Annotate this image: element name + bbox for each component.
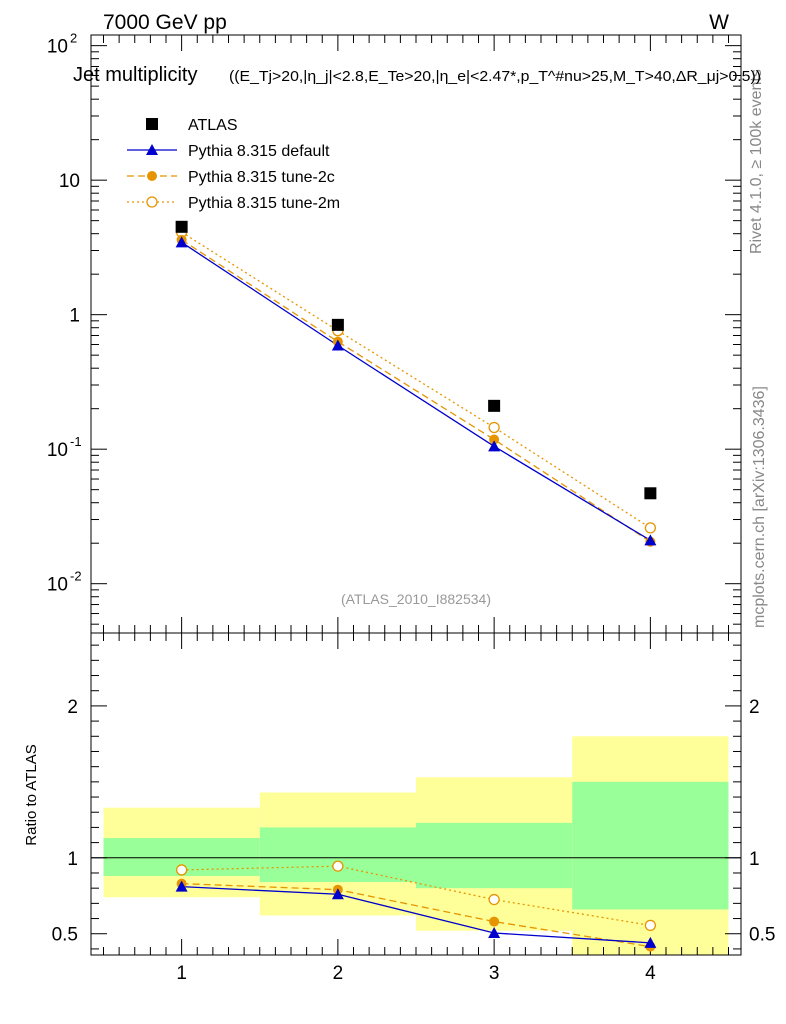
main-point-tune2m [488, 421, 500, 434]
ratio-xtick-label: 1 [176, 963, 187, 984]
legend-marker-atlas [146, 118, 158, 130]
main-point-tune2m [644, 522, 657, 534]
ratio-ylabel: Ratio to ATLAS [23, 744, 40, 845]
main-ytick-label: 10 [47, 37, 68, 58]
main-point-default [644, 534, 657, 546]
main-ytick-exponent: -1 [70, 434, 82, 449]
legend-label-tune2m: Pythia 8.315 tune-2m [188, 195, 340, 212]
main-ytick-label: 10 [47, 575, 68, 596]
ratio-uncertainty-bands [103, 736, 729, 955]
ratio-ytick-label: 2 [67, 697, 78, 718]
ratio-ytick-label-right: 2 [749, 697, 760, 718]
ratio-line-tune2m [181, 865, 651, 927]
ratio-band-inner [572, 781, 729, 910]
ratio-ytick-label: 0.5 [52, 925, 78, 946]
legend-label-atlas: ATLAS [188, 117, 238, 134]
main-point-default [331, 339, 344, 351]
main-point-tune2c [489, 434, 500, 445]
chart-title-cuts: ((E_Tj>20,|η_j|<2.8,E_Te>20,|η_e|<2.47*,… [229, 68, 761, 85]
legend: ATLAS Pythia 8.315 default Pythia 8.315 tu… [127, 117, 340, 212]
ratio-series [175, 860, 657, 952]
ratio-band-inner [416, 822, 573, 889]
main-point-atlas [488, 399, 501, 412]
ratio-point-default [331, 888, 344, 900]
mcplots-label: mcplots.cern.ch [arXiv:1306.3436] [751, 386, 768, 628]
legend-marker-default [146, 144, 158, 155]
ratio-point-default [175, 880, 188, 892]
ratio-ytick-label-right: 0.5 [749, 925, 775, 946]
main-ytick-label: 10 [47, 440, 68, 461]
ratio-point-tune2m [332, 860, 344, 872]
main-point-atlas [331, 318, 344, 331]
chart-title: Jet multiplicity [73, 64, 197, 86]
ratio-point-tune2m [644, 919, 657, 932]
main-ytick-exponent: 2 [70, 31, 77, 46]
ratio-point-default [644, 936, 657, 948]
legend-label-default: Pythia 8.315 default [188, 143, 330, 160]
main-point-default [175, 236, 188, 248]
energy-label: 7000 GeV pp [103, 11, 227, 34]
main-point-atlas [644, 487, 657, 500]
ratio-point-tune2m [488, 893, 500, 906]
ratio-xtick-label: 4 [645, 963, 656, 984]
main-ytick-label: 10 [59, 171, 80, 192]
ratio-axes: 0.5 0.5 1 1 2 2 1 2 3 4 [52, 632, 775, 984]
ratio-point-default [488, 926, 501, 938]
main-point-default [488, 440, 501, 452]
main-line-default [181, 241, 651, 541]
ratio-xtick-label: 2 [333, 963, 344, 984]
ratio-line-tune2c [181, 882, 651, 948]
main-line-tune2c [181, 239, 651, 543]
legend-marker-tune2m [146, 196, 158, 208]
rivet-version-label: Rivet 4.1.0, ≥ 100k events [748, 69, 765, 254]
legend-label-tune2c: Pythia 8.315 tune-2c [188, 169, 335, 186]
main-ytick-label: 1 [69, 306, 80, 327]
main-point-atlas [175, 220, 188, 233]
legend-marker-tune2c [147, 171, 157, 181]
main-line-tune2m [181, 231, 651, 529]
ratio-point-tune2m [175, 864, 188, 876]
ratio-point-tune2c [489, 916, 500, 927]
ratio-ytick-label-right: 1 [749, 849, 760, 870]
analysis-id: (ATLAS_2010_I882534) [341, 591, 491, 607]
ratio-band-inner [259, 827, 416, 883]
process-label: W [709, 11, 729, 34]
ratio-line-default [181, 886, 651, 944]
ratio-xtick-label: 3 [489, 963, 500, 984]
ratio-ytick-label: 1 [67, 849, 78, 870]
main-ytick-exponent: -2 [70, 569, 82, 584]
main-series [175, 220, 657, 547]
